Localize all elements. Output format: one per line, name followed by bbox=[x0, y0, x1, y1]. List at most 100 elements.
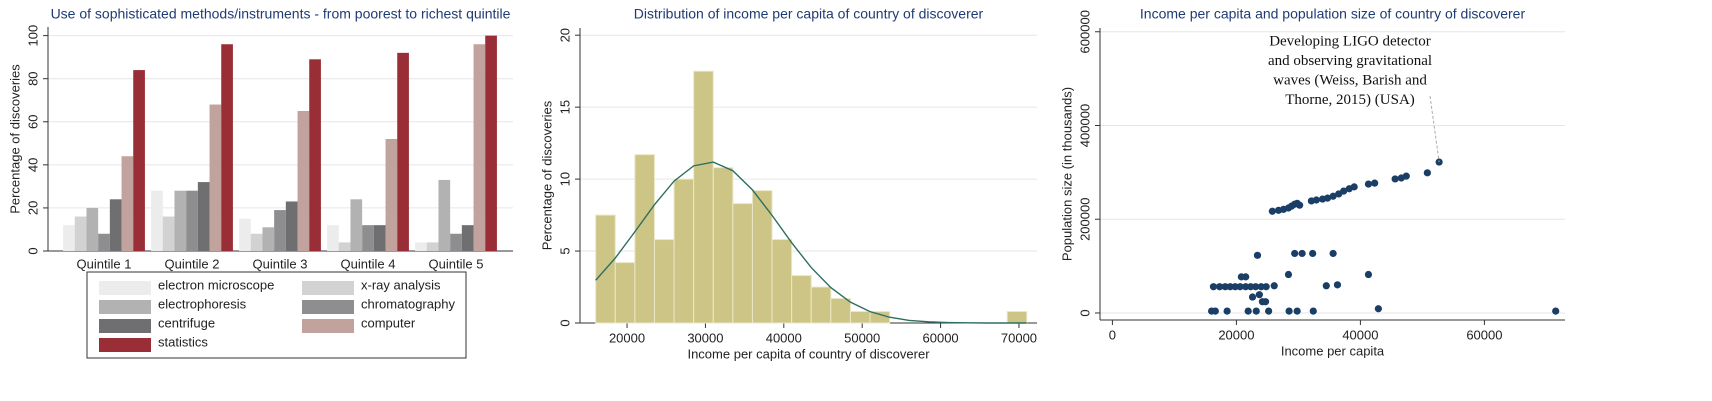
bar bbox=[197, 182, 210, 251]
bar bbox=[438, 179, 451, 251]
histogram-bar bbox=[673, 178, 695, 324]
point bbox=[1298, 249, 1306, 258]
x-tick-label: 30000 bbox=[687, 330, 723, 345]
annotation: and observing gravitational bbox=[1268, 53, 1432, 69]
point bbox=[1402, 172, 1410, 180]
point bbox=[1350, 183, 1358, 191]
histogram-bar bbox=[771, 239, 793, 324]
point bbox=[1364, 270, 1373, 279]
bar bbox=[450, 233, 462, 251]
point bbox=[1323, 194, 1332, 202]
bar bbox=[262, 227, 275, 251]
histogram-bar bbox=[810, 286, 832, 324]
y-tick-label: 0 bbox=[557, 319, 572, 326]
point bbox=[1285, 307, 1293, 315]
annotation-leader bbox=[1429, 95, 1440, 163]
chart-title: Income per capita and population size of… bbox=[1140, 6, 1526, 22]
point bbox=[1268, 207, 1276, 215]
point bbox=[1252, 283, 1260, 291]
histogram-bar bbox=[634, 154, 655, 324]
x-tick-label: Quintile 2 bbox=[165, 256, 220, 271]
x-tick-label: Quintile 4 bbox=[341, 256, 396, 271]
histogram-bar bbox=[712, 167, 734, 324]
point bbox=[1391, 175, 1399, 183]
y-axis-title: Population size (in thousands) bbox=[1059, 87, 1074, 261]
chart-title: Use of sophisticated methods/instruments… bbox=[51, 6, 511, 22]
bar bbox=[373, 225, 386, 251]
bar bbox=[186, 190, 198, 251]
y-tick-label: 20 bbox=[557, 28, 572, 42]
histogram-bar bbox=[791, 275, 812, 324]
bar bbox=[473, 44, 486, 251]
chart-title: Distribution of income per capita of cou… bbox=[634, 6, 984, 22]
histogram-bar bbox=[830, 298, 851, 324]
point bbox=[1293, 307, 1301, 315]
point bbox=[1312, 196, 1320, 204]
bar bbox=[239, 218, 251, 251]
bar bbox=[285, 201, 298, 251]
bar bbox=[221, 44, 233, 251]
bar bbox=[250, 233, 263, 251]
bar bbox=[385, 139, 398, 251]
bar bbox=[338, 242, 351, 251]
point bbox=[1284, 270, 1293, 279]
annotation: waves (Weiss, Barish and bbox=[1273, 72, 1427, 88]
bar bbox=[327, 225, 339, 251]
point bbox=[1255, 291, 1263, 299]
histogram-bar bbox=[849, 310, 871, 324]
legend-swatch bbox=[99, 300, 151, 314]
point bbox=[1244, 307, 1252, 315]
point bbox=[1252, 307, 1260, 315]
annotation: Thorne, 2015) (USA) bbox=[1285, 92, 1415, 108]
bar bbox=[297, 111, 310, 251]
bar bbox=[461, 225, 474, 251]
point bbox=[1291, 249, 1299, 258]
bar bbox=[74, 216, 87, 251]
legend-label: x-ray analysis bbox=[361, 277, 441, 292]
y-tick-label: 10 bbox=[557, 172, 572, 186]
point bbox=[1333, 281, 1342, 289]
y-axis-title: Percentage of discoveries bbox=[7, 64, 22, 214]
annotation: Developing LIGO detector bbox=[1269, 33, 1431, 49]
point bbox=[1257, 283, 1265, 291]
bar bbox=[63, 225, 75, 251]
point bbox=[1209, 283, 1218, 291]
point bbox=[1223, 307, 1231, 315]
legend-label: electron microscope bbox=[158, 277, 274, 292]
legend-label: centrifuge bbox=[158, 315, 215, 330]
x-tick-label: 60000 bbox=[1466, 327, 1502, 342]
y-tick-label: 15 bbox=[557, 100, 572, 114]
point bbox=[1322, 282, 1330, 290]
bar bbox=[98, 233, 110, 251]
point bbox=[1374, 305, 1382, 313]
point bbox=[1247, 283, 1255, 291]
histogram-bar bbox=[693, 70, 714, 324]
legend-swatch bbox=[99, 338, 151, 352]
bar bbox=[162, 216, 175, 251]
point bbox=[1211, 307, 1219, 315]
bar bbox=[274, 210, 286, 251]
x-tick-label: 40000 bbox=[766, 330, 802, 345]
point bbox=[1329, 192, 1337, 200]
legend-swatch bbox=[302, 319, 354, 333]
bar bbox=[133, 70, 145, 251]
point bbox=[1226, 283, 1234, 291]
bar bbox=[174, 190, 187, 251]
point bbox=[1329, 249, 1337, 258]
legend-swatch bbox=[302, 281, 354, 295]
histogram-bar bbox=[614, 262, 636, 324]
y-tick-label: 40 bbox=[25, 158, 40, 172]
x-tick-label: 40000 bbox=[1342, 327, 1378, 342]
legend-swatch bbox=[302, 300, 354, 314]
point bbox=[1242, 273, 1250, 281]
x-tick-label: 60000 bbox=[923, 330, 959, 345]
point bbox=[1364, 180, 1373, 188]
point bbox=[1261, 298, 1270, 306]
legend-swatch bbox=[99, 281, 151, 295]
x-tick-label: Quintile 1 bbox=[77, 256, 132, 271]
bar bbox=[121, 156, 134, 251]
point bbox=[1340, 187, 1348, 195]
bar bbox=[426, 242, 439, 251]
legend-label: statistics bbox=[158, 334, 208, 349]
